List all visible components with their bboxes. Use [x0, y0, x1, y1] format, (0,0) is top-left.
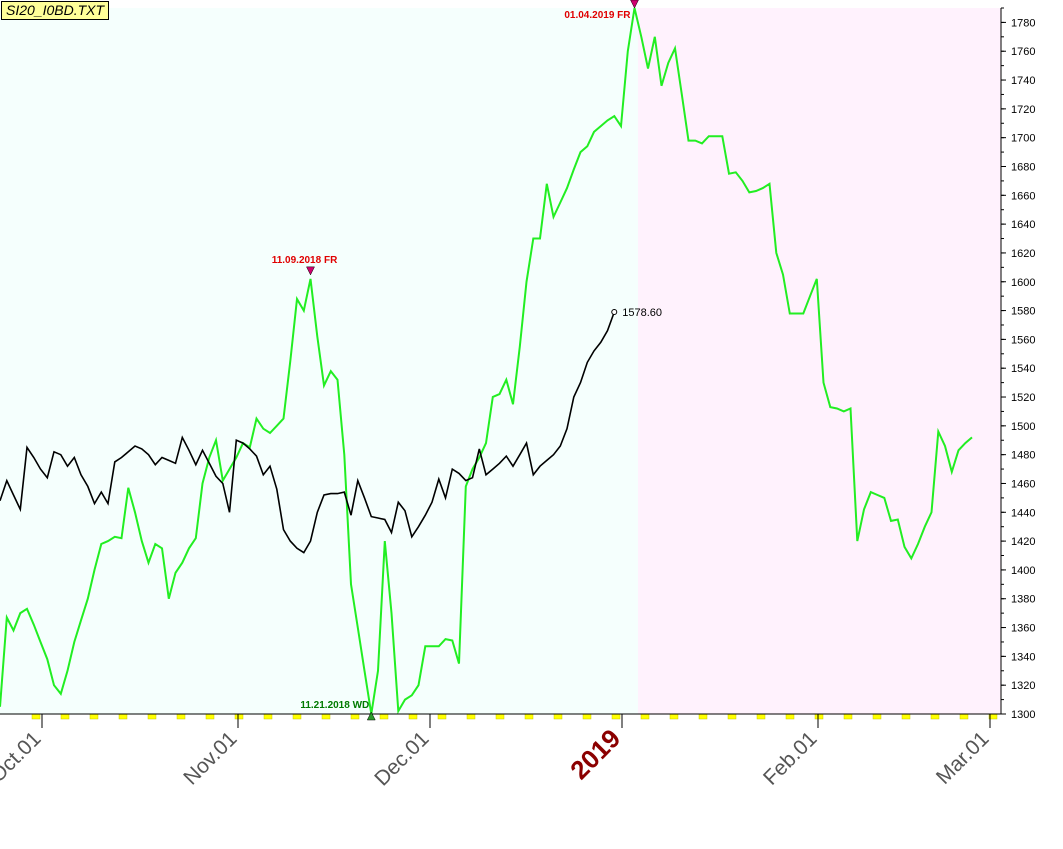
- y-tick-label: 1420: [1011, 536, 1035, 548]
- y-tick-label: 1460: [1011, 478, 1035, 490]
- y-tick-label: 1700: [1011, 133, 1035, 145]
- marker-tick: [930, 713, 940, 720]
- marker-tick: [814, 713, 824, 720]
- marker-tick: [118, 713, 128, 720]
- y-tick-label: 1600: [1011, 277, 1035, 289]
- marker-tick: [321, 713, 331, 720]
- marker-tick: [872, 713, 882, 720]
- x-tick-label: Oct.01: [0, 727, 46, 787]
- y-tick-label: 1580: [1011, 306, 1035, 318]
- marker-tick: [350, 713, 360, 720]
- marker-tick: [901, 713, 911, 720]
- y-tick-label: 1480: [1011, 450, 1035, 462]
- y-tick-label: 1560: [1011, 334, 1035, 346]
- marker-tick: [234, 713, 244, 720]
- marker-tick: [292, 713, 302, 720]
- y-tick-label: 1400: [1011, 565, 1035, 577]
- marker-tick: [553, 713, 563, 720]
- y-tick-label: 1680: [1011, 161, 1035, 173]
- marker-tick: [669, 713, 679, 720]
- marker-tick: [524, 713, 534, 720]
- y-tick-label: 1540: [1011, 363, 1035, 375]
- marker-tick: [959, 713, 969, 720]
- y-tick-label: 1660: [1011, 190, 1035, 202]
- last-value-label: 1578.60: [622, 307, 662, 319]
- marker-tick: [495, 713, 505, 720]
- marker-tick: [89, 713, 99, 720]
- marker-tick: [176, 713, 186, 720]
- marker-tick: [205, 713, 215, 720]
- series-line-green: [0, 7, 973, 715]
- y-tick-label: 1760: [1011, 46, 1035, 58]
- marker-tick: [727, 713, 737, 720]
- x-tick-label: Dec.01: [370, 727, 433, 790]
- marker-tick: [756, 713, 766, 720]
- y-tick-label: 1440: [1011, 507, 1035, 519]
- marker-tick: [582, 713, 592, 720]
- x-tick-label: Mar.01: [932, 727, 994, 789]
- y-tick-label: 1620: [1011, 248, 1035, 260]
- marker-tick: [147, 713, 157, 720]
- marker-tick: [263, 713, 273, 720]
- marker-tick: [379, 713, 389, 720]
- marker-tick: [437, 713, 447, 720]
- y-tick-label: 1320: [1011, 680, 1035, 692]
- y-tick-label: 1640: [1011, 219, 1035, 231]
- annotation-label: 11.09.2018 FR: [272, 255, 338, 266]
- y-tick-label: 1340: [1011, 651, 1035, 663]
- y-tick-label: 1720: [1011, 104, 1035, 116]
- x-tick-label: 2019: [564, 723, 626, 785]
- annotation-arrow: [630, 0, 639, 9]
- y-tick-label: 1500: [1011, 421, 1035, 433]
- marker-tick: [408, 713, 418, 720]
- y-tick-label: 1360: [1011, 623, 1035, 635]
- marker-tick: [843, 713, 853, 720]
- shaded-region-future: [0, 8, 638, 714]
- marker-tick: [785, 713, 795, 720]
- annotation-label: 01.04.2019 FR: [564, 10, 631, 21]
- x-tick-label: Feb.01: [759, 727, 822, 790]
- marker-tick: [31, 713, 41, 720]
- marker-tick: [60, 713, 70, 720]
- x-tick-label: Nov.01: [179, 727, 241, 789]
- last-value-point: [611, 309, 618, 316]
- shaded-region-2019: [638, 8, 1001, 714]
- y-tick-label: 1520: [1011, 392, 1035, 404]
- marker-tick: [611, 713, 621, 720]
- marker-tick: [466, 713, 476, 720]
- annotation-arrow: [366, 711, 376, 721]
- series-line-black: [0, 311, 616, 554]
- y-tick-label: 1740: [1011, 75, 1035, 87]
- y-tick-label: 1780: [1011, 17, 1035, 29]
- marker-tick: [698, 713, 708, 720]
- marker-tick: [640, 713, 650, 720]
- chart-title: SI20_I0BD.TXT: [1, 1, 110, 20]
- y-tick-label: 1300: [1011, 709, 1035, 721]
- annotation-arrow: [306, 266, 315, 276]
- y-tick-label: 1380: [1011, 594, 1035, 606]
- annotation-label: 11.21.2018 WD: [300, 700, 369, 711]
